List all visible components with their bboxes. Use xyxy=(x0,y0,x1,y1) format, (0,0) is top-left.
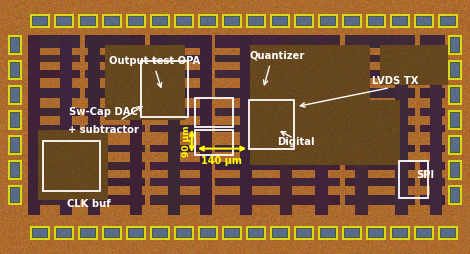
Text: Digital: Digital xyxy=(277,137,315,147)
Bar xyxy=(195,98,233,127)
Bar xyxy=(249,100,294,149)
Bar xyxy=(195,130,233,155)
Text: Quantizer: Quantizer xyxy=(250,51,305,61)
Text: 140 μm: 140 μm xyxy=(202,156,242,166)
Bar xyxy=(399,161,428,198)
Bar xyxy=(141,61,188,117)
Text: + subtractor: + subtractor xyxy=(68,124,139,135)
Text: Output test OPA: Output test OPA xyxy=(110,56,201,66)
Text: LVDS TX: LVDS TX xyxy=(372,76,418,86)
Text: Sw-Cap DAC: Sw-Cap DAC xyxy=(69,107,138,117)
Text: CLK buf: CLK buf xyxy=(67,199,111,210)
Text: 90 μm: 90 μm xyxy=(181,125,191,157)
Text: SPI: SPI xyxy=(416,170,434,180)
Bar xyxy=(43,141,100,190)
